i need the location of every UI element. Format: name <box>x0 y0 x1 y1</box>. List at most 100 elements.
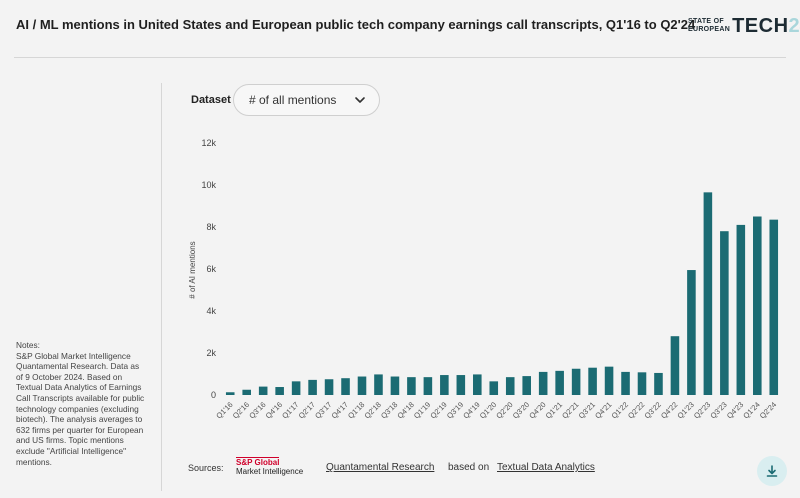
x-tick-label: Q1'18 <box>346 400 366 420</box>
bar[interactable] <box>341 378 350 395</box>
x-tick-label: Q3'18 <box>379 400 399 420</box>
x-tick-label: Q3'20 <box>511 400 531 420</box>
bar[interactable] <box>736 224 746 395</box>
bar[interactable] <box>242 389 251 395</box>
x-tick-label: Q4'23 <box>725 400 745 420</box>
x-tick-label: Q3'17 <box>313 400 333 420</box>
header-divider <box>14 57 786 58</box>
x-tick-label: Q4'22 <box>659 400 679 420</box>
x-tick-label: Q1'21 <box>544 400 564 420</box>
bar[interactable] <box>604 366 614 395</box>
bar[interactable] <box>357 376 367 395</box>
bar[interactable] <box>440 375 449 395</box>
bar[interactable] <box>522 376 531 395</box>
x-tick-label: Q2'22 <box>626 400 646 420</box>
bar[interactable] <box>571 368 581 395</box>
brand-line-1: STATE OF <box>688 18 724 25</box>
x-tick-label: Q2'16 <box>231 400 251 420</box>
x-tick-label: Q1'17 <box>280 400 300 420</box>
brand-subtitle: STATE OF EUROPEAN <box>688 18 730 34</box>
x-tick-label: Q2'18 <box>363 400 383 420</box>
x-tick-label: Q3'22 <box>643 400 663 420</box>
bar[interactable] <box>291 381 301 395</box>
x-tick-label: Q2'24 <box>758 400 778 420</box>
x-tick-label: Q1'23 <box>675 400 695 420</box>
bar[interactable] <box>473 374 482 395</box>
x-tick-label: Q2'20 <box>494 400 514 420</box>
bar[interactable] <box>769 219 779 395</box>
bar[interactable] <box>538 371 548 395</box>
brand-year: 24 <box>788 14 800 37</box>
bar[interactable] <box>275 387 284 395</box>
x-tick-label: Q4'17 <box>330 400 350 420</box>
bar[interactable] <box>505 377 515 395</box>
bar[interactable] <box>588 367 597 395</box>
sources-based-on: based on <box>448 462 490 473</box>
y-tick-label: 4k <box>206 306 216 316</box>
x-tick-label: Q3'23 <box>708 400 728 420</box>
sp-logo-line-2: Market Intelligence <box>236 467 304 476</box>
bar[interactable] <box>407 377 416 395</box>
sources-label: Sources: <box>188 463 224 473</box>
quantamental-research-link[interactable]: Quantamental Research <box>326 462 435 473</box>
dataset-label: Dataset <box>191 94 231 106</box>
x-tick-label: Q4'21 <box>593 400 613 420</box>
y-tick-label: 6k <box>206 264 216 274</box>
bar[interactable] <box>670 336 680 395</box>
x-tick-label: Q3'21 <box>577 400 597 420</box>
dataset-dropdown[interactable]: # of all mentions <box>233 84 380 116</box>
x-tick-label: Q1'22 <box>610 400 630 420</box>
bar[interactable] <box>258 386 268 395</box>
bar[interactable] <box>654 372 663 395</box>
y-tick-label: 12k <box>201 138 216 148</box>
bar[interactable] <box>720 231 729 395</box>
bar[interactable] <box>489 381 499 395</box>
chevron-down-icon <box>355 97 365 103</box>
textual-data-analytics-link[interactable]: Textual Data Analytics <box>497 462 595 473</box>
bar[interactable] <box>555 370 564 395</box>
x-tick-label: Q3'19 <box>445 400 465 420</box>
bar[interactable] <box>324 379 334 395</box>
x-tick-label: Q3'16 <box>247 400 267 420</box>
bar[interactable] <box>225 392 235 395</box>
x-tick-label: Q1'19 <box>412 400 432 420</box>
y-tick-label: 0 <box>211 390 216 400</box>
notes-text: Notes: S&P Global Market Intelligence Qu… <box>16 340 145 467</box>
y-tick-label: 2k <box>206 348 216 358</box>
sidebar-divider <box>161 83 162 491</box>
sp-global-logo: S&P Global Market Intelligence <box>236 457 303 476</box>
bar[interactable] <box>390 376 400 395</box>
x-tick-label: Q2'23 <box>692 400 712 420</box>
x-tick-label: Q4'20 <box>527 400 547 420</box>
x-tick-label: Q1'24 <box>741 400 761 420</box>
bar[interactable] <box>753 216 762 396</box>
bar[interactable] <box>621 371 630 395</box>
brand-logo: STATE OF EUROPEAN TECH 24 <box>688 12 800 40</box>
x-tick-label: Q4'18 <box>395 400 415 420</box>
bar[interactable] <box>423 377 433 395</box>
x-tick-label: Q4'19 <box>461 400 481 420</box>
bar[interactable] <box>456 375 466 395</box>
x-tick-label: Q1'16 <box>214 400 234 420</box>
bar[interactable] <box>637 372 647 395</box>
x-tick-label: Q4'16 <box>264 400 284 420</box>
x-tick-label: Q2'19 <box>428 400 448 420</box>
download-button[interactable] <box>757 456 787 486</box>
bar[interactable] <box>703 192 713 395</box>
y-tick-label: 10k <box>201 180 216 190</box>
bar[interactable] <box>308 379 317 395</box>
y-axis-label: # of AI mentions <box>188 241 197 298</box>
bar[interactable] <box>687 270 696 395</box>
x-tick-label: Q1'20 <box>478 400 498 420</box>
dataset-selected-value: # of all mentions <box>249 93 337 107</box>
x-tick-label: Q2'21 <box>560 400 580 420</box>
x-tick-label: Q2'17 <box>297 400 317 420</box>
sp-logo-line-1: S&P Global <box>236 457 280 467</box>
bar[interactable] <box>374 374 383 395</box>
page-title: AI / ML mentions in United States and Eu… <box>16 17 696 32</box>
download-icon <box>766 465 778 477</box>
brand-line-2: EUROPEAN <box>688 26 731 33</box>
y-tick-label: 8k <box>206 222 216 232</box>
brand-main: TECH <box>732 14 789 37</box>
